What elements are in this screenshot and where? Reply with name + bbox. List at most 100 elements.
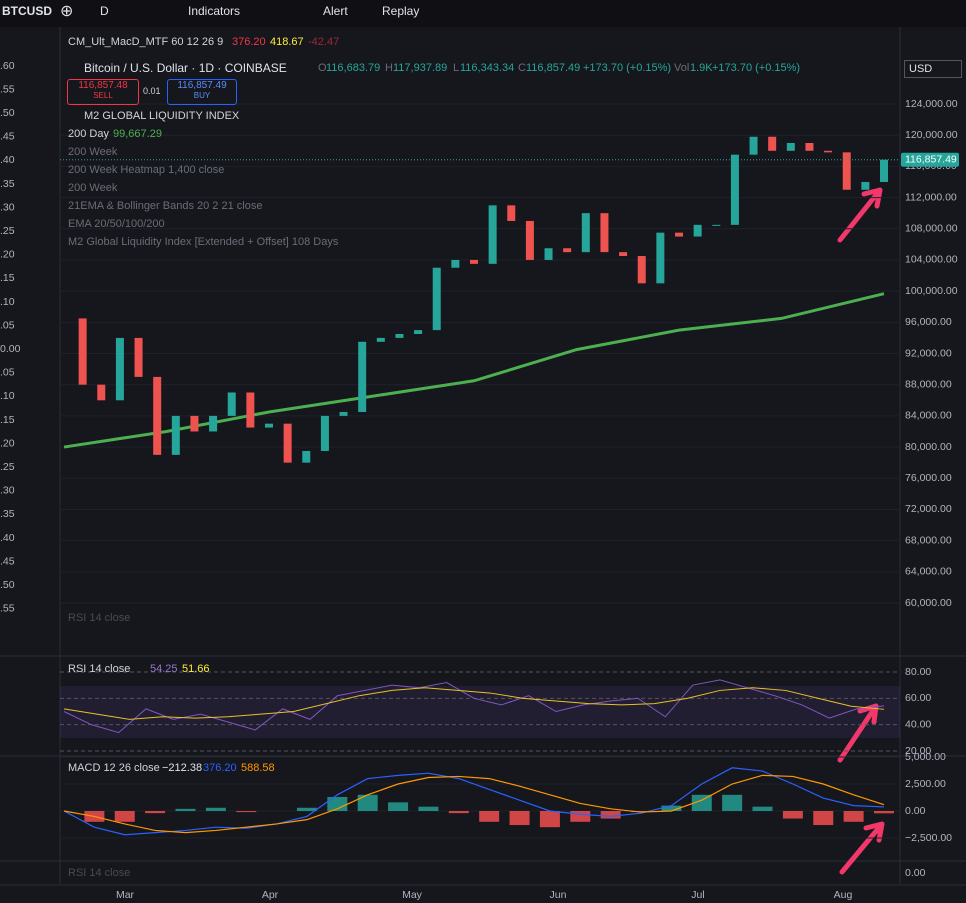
pane-label: MACD 12 26 close <box>68 762 160 774</box>
ohlc-label: O <box>318 62 327 74</box>
candle <box>861 181 870 190</box>
legend-item: 21EMA & Bollinger Bands 20 2 21 close <box>68 200 263 212</box>
pane-label: RSI 14 close <box>68 663 131 675</box>
left-scale-label: .20 <box>0 437 15 449</box>
left-scale-label: .60 <box>0 60 15 72</box>
macd-bar <box>600 811 621 819</box>
legend-item: EMA 20/50/100/200 <box>68 218 165 230</box>
candle <box>171 415 180 455</box>
buy-button[interactable]: 116,857.49 BUY <box>167 79 237 105</box>
macd-bar <box>479 811 500 822</box>
macd-bar <box>205 807 226 811</box>
ohlc-value: 116,857.49 <box>526 62 581 74</box>
left-scale-label: .55 <box>0 83 15 95</box>
currency-select[interactable]: USD <box>904 60 962 78</box>
left-scale-label: 0.00 <box>0 343 21 355</box>
legend-item: 200 Week <box>68 146 118 158</box>
y-tick-label: 80.00 <box>905 666 931 678</box>
left-scale-label: .40 <box>0 154 15 166</box>
candle <box>581 213 590 253</box>
vol-label: Vol <box>674 62 690 74</box>
candle <box>507 205 516 221</box>
sell-label: SELL <box>93 91 113 100</box>
macd-bar <box>448 811 469 814</box>
y-tick-label: 68,000.00 <box>905 534 952 546</box>
left-scale-label: .05 <box>0 319 15 331</box>
left-scale-label: .10 <box>0 296 15 308</box>
left-scale-label: .55 <box>0 603 15 615</box>
sell-button[interactable]: 116,857.48 SELL <box>67 79 139 105</box>
price-tag: 116,857.49 <box>905 153 957 165</box>
left-scale-label: .50 <box>0 579 15 591</box>
macd-bar <box>691 794 712 811</box>
candle <box>786 142 795 151</box>
ma200-line <box>63 292 885 449</box>
candle <box>600 213 609 253</box>
left-scale-label: .05 <box>0 367 15 379</box>
pane-value: 588.58 <box>241 762 275 774</box>
y-tick-label: 124,000.00 <box>905 98 958 110</box>
left-scale-label: .25 <box>0 461 15 473</box>
candle <box>880 159 888 182</box>
arrow <box>839 821 885 875</box>
candle <box>525 220 534 260</box>
pane-label: RSI 14 close <box>68 612 131 624</box>
pane-value: 54.25 <box>150 663 178 675</box>
y-tick-label: 0.00 <box>905 805 926 817</box>
pane-value: −212.38 <box>162 762 203 774</box>
macd-bar <box>509 811 530 826</box>
change: +173.70 (+0.15%) <box>583 62 672 74</box>
legend-item: 200 Day <box>68 128 109 140</box>
candle <box>619 252 628 257</box>
pane-label: RSI 14 close <box>68 867 131 879</box>
replay-button[interactable]: Replay <box>382 4 420 18</box>
ohlc-label: L <box>453 62 460 74</box>
indicators-button[interactable]: Indicators <box>188 4 241 18</box>
indicator-value: -42.47 <box>308 36 340 48</box>
legend-item: M2 GLOBAL LIQUIDITY INDEX <box>84 110 240 122</box>
symbol[interactable]: BTCUSD <box>2 4 52 18</box>
x-tick-label: Jun <box>550 889 567 901</box>
candle <box>842 152 851 190</box>
signal-line <box>63 774 885 834</box>
y-tick-label: 72,000.00 <box>905 503 952 515</box>
rsi-ma-line <box>63 687 885 720</box>
indicator-name: CM_Ult_MacD_MTF 60 12 26 9 <box>68 36 224 48</box>
alert-button[interactable]: Alert <box>323 4 348 18</box>
left-scale-label: .35 <box>0 178 15 190</box>
indicator-value: 376.20 <box>232 36 266 48</box>
candle <box>824 150 833 153</box>
ohlc-value: 116,343.34 <box>460 62 515 74</box>
ohlc-value: 117,937.89 <box>393 62 448 74</box>
y-tick-label: 84,000.00 <box>905 410 952 422</box>
y-tick-label: 76,000.00 <box>905 472 952 484</box>
sell-price: 116,857.48 <box>78 80 128 91</box>
interval[interactable]: D <box>100 4 109 18</box>
candle <box>395 334 404 338</box>
macd-line <box>63 767 885 836</box>
candle <box>675 232 683 237</box>
y-tick-label: 100,000.00 <box>905 285 958 297</box>
qty[interactable]: 0.01 <box>143 86 161 96</box>
macd-bar <box>296 807 317 811</box>
vol-value: 1.9K <box>690 62 713 74</box>
candle <box>115 337 124 401</box>
candle <box>712 224 721 226</box>
candle <box>768 136 777 151</box>
candle <box>637 256 646 284</box>
macd-bar <box>813 811 834 826</box>
add-button[interactable]: ⊕ <box>60 3 74 20</box>
x-tick-label: Mar <box>116 889 135 901</box>
left-scale-label: .35 <box>0 508 15 520</box>
y-tick-label: 64,000.00 <box>905 566 952 578</box>
candle <box>805 142 814 151</box>
candle <box>656 232 665 284</box>
left-scale-label: .25 <box>0 225 15 237</box>
macd-bar <box>843 811 864 822</box>
left-scale-label: .20 <box>0 249 15 261</box>
y-tick-label: 120,000.00 <box>905 129 958 141</box>
candle <box>432 267 441 331</box>
macd-bar <box>752 806 773 811</box>
macd-bar <box>114 811 135 822</box>
chart-title: Bitcoin / U.S. Dollar · 1D · COINBASE <box>84 61 287 75</box>
